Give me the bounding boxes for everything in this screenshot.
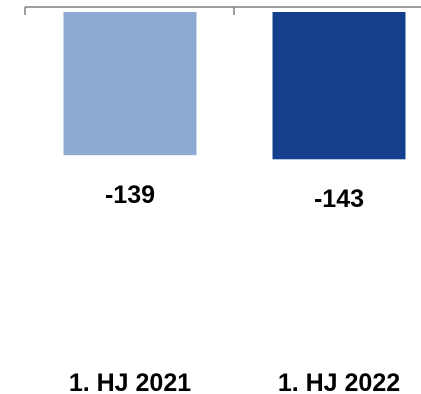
bar-1 xyxy=(63,12,197,156)
bar-value-label: -139 xyxy=(105,181,155,209)
bars-group xyxy=(63,12,406,160)
category-label: 1. HJ 2022 xyxy=(278,369,400,394)
category-label: 1. HJ 2021 xyxy=(69,369,191,394)
bar-2 xyxy=(272,12,406,160)
category-labels-group: 1. HJ 2021 1. HJ 2022 xyxy=(69,369,400,394)
value-labels-group: -139 -143 xyxy=(105,181,364,213)
bar-value-label: -143 xyxy=(314,185,364,213)
